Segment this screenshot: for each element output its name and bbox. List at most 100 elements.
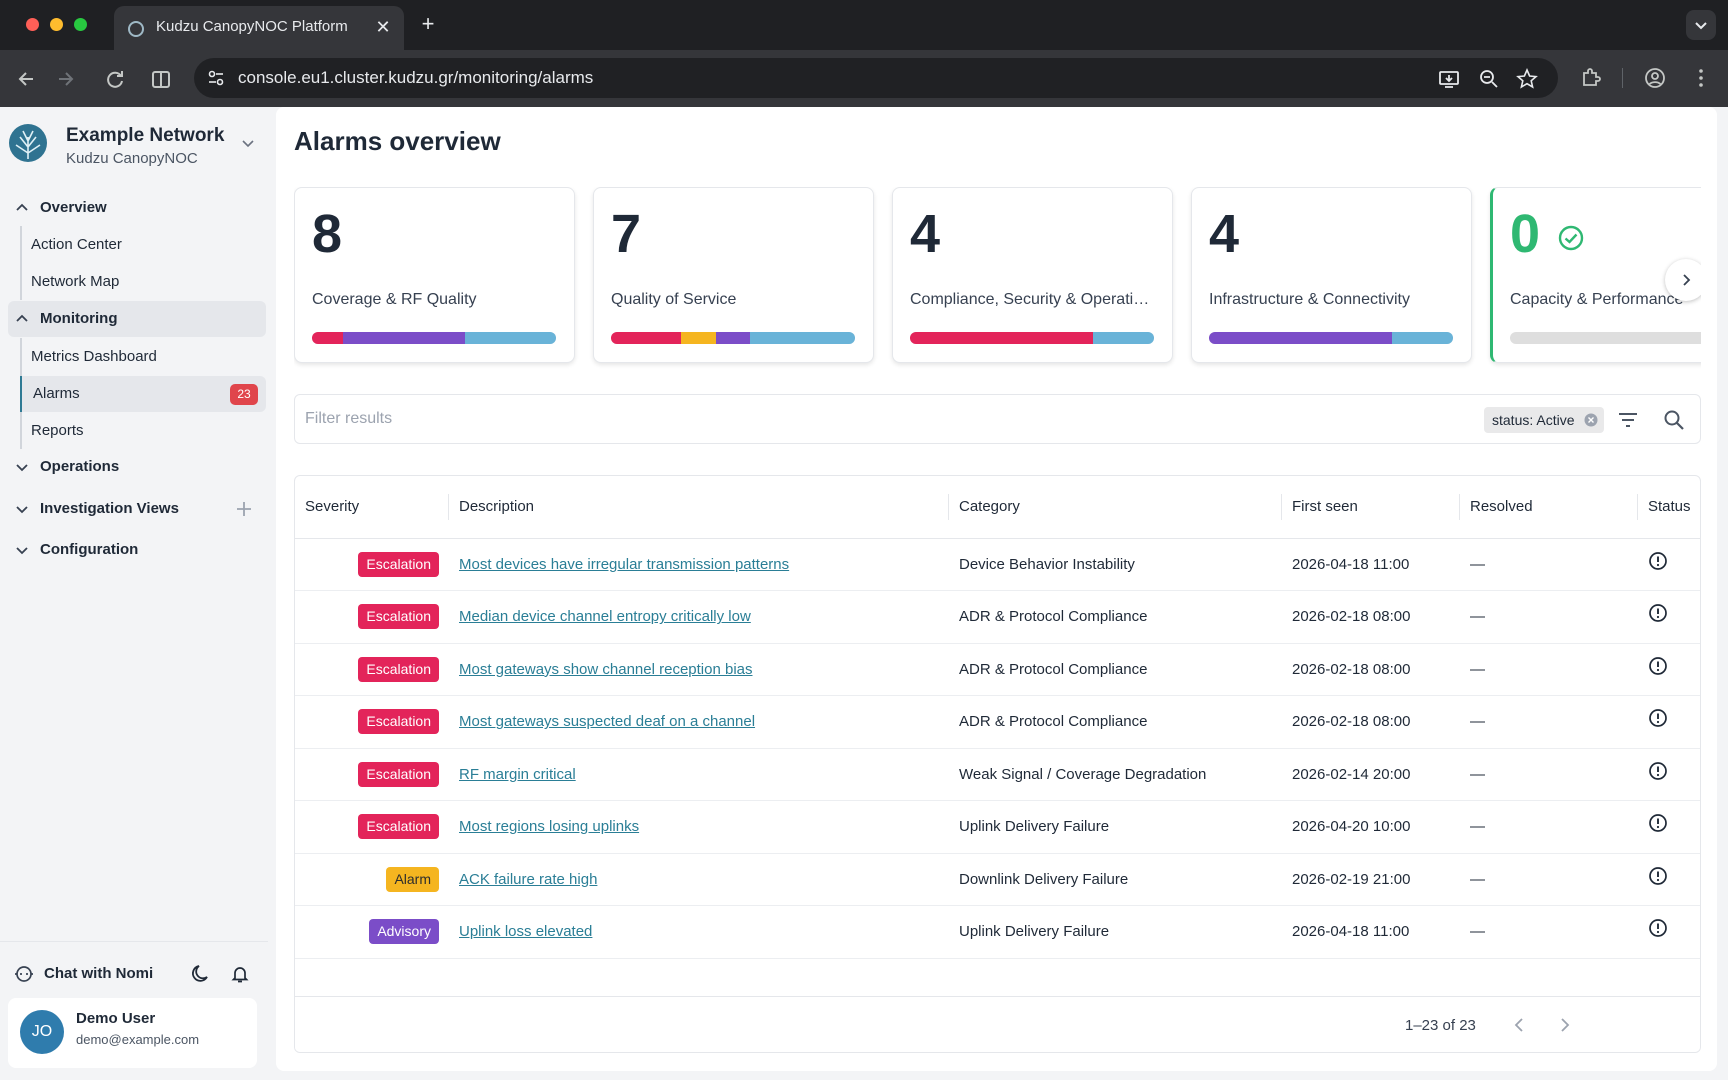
sidebar-item-alarms[interactable]: Alarms 23 xyxy=(20,376,266,412)
page-title: Alarms overview xyxy=(294,126,501,156)
table-row[interactable]: Escalation Most gateways show channel rec… xyxy=(295,643,1700,696)
plus-icon[interactable] xyxy=(234,499,254,519)
site-settings-icon[interactable] xyxy=(206,68,226,88)
address-bar[interactable]: console.eu1.cluster.kudzu.gr/monitoring/… xyxy=(194,58,1558,98)
alarm-description-link[interactable]: RF margin critical xyxy=(459,765,576,783)
column-header-resolved[interactable]: Resolved xyxy=(1460,476,1638,539)
table-row[interactable]: Escalation Most gateways suspected deaf o… xyxy=(295,695,1700,749)
severity-badge: Escalation xyxy=(358,551,439,577)
extensions-icon[interactable] xyxy=(1579,66,1603,90)
severity-bar-segment xyxy=(910,332,1093,344)
severity-bar-segment xyxy=(342,332,465,344)
sidebar-item-metrics-dashboard[interactable]: Metrics Dashboard xyxy=(20,339,266,375)
reload-button[interactable] xyxy=(100,64,130,94)
severity-bar-segment xyxy=(312,332,343,344)
alert-circle-icon xyxy=(1649,866,1667,885)
severity-bar-segment xyxy=(1392,332,1453,344)
nav-section-investigation-views[interactable]: Investigation Views xyxy=(8,491,266,527)
alert-circle-icon xyxy=(1649,551,1667,570)
category-card-qos[interactable]: 7 Quality of Service xyxy=(593,187,874,363)
category-cards: 8 Coverage & RF Quality 7 Quality of Ser… xyxy=(294,187,1701,387)
new-tab-button[interactable]: + xyxy=(421,11,435,36)
severity-badge: Escalation xyxy=(358,709,439,735)
status-filter-chip[interactable]: status: Active xyxy=(1484,407,1605,433)
alarm-description-link[interactable]: Median device channel entropy critically… xyxy=(459,608,751,626)
category-cell: ADR & Protocol Compliance xyxy=(949,643,1282,696)
alarm-description-link[interactable]: Most regions losing uplinks xyxy=(459,818,640,836)
tab-search-button[interactable] xyxy=(1686,10,1716,40)
column-header-status[interactable]: Status xyxy=(1638,476,1700,539)
alert-circle-icon xyxy=(1649,604,1667,623)
category-cell: Weak Signal / Coverage Degradation xyxy=(949,748,1282,801)
install-app-icon[interactable] xyxy=(1438,68,1460,90)
profile-icon[interactable] xyxy=(1643,66,1667,90)
nav-section-overview[interactable]: Overview xyxy=(8,190,266,226)
zoom-icon[interactable] xyxy=(1478,68,1500,90)
sidebar-item-network-map[interactable]: Network Map xyxy=(20,264,266,300)
category-card-coverage[interactable]: 8 Coverage & RF Quality xyxy=(294,187,575,363)
cards-scroll-next-button[interactable] xyxy=(1665,259,1701,301)
moon-icon[interactable] xyxy=(190,963,212,985)
alarm-description-link[interactable]: Most gateways show channel reception bia… xyxy=(459,660,753,678)
alarm-description-link[interactable]: Most gateways suspected deaf on a channe… xyxy=(459,713,756,731)
filter-icon[interactable] xyxy=(1617,409,1639,431)
table-row[interactable]: Escalation Median device channel entropy … xyxy=(295,590,1700,644)
category-cell: Uplink Delivery Failure xyxy=(949,800,1282,854)
nav-section-operations[interactable]: Operations xyxy=(8,449,266,485)
first-seen-cell: 2026-02-14 20:00 xyxy=(1282,748,1460,801)
alarm-description-link[interactable]: ACK failure rate high xyxy=(459,870,598,888)
kebab-menu-icon[interactable] xyxy=(1689,66,1713,90)
card-label: Compliance, Security & Operations xyxy=(910,291,1154,308)
user-card[interactable]: JO Demo User demo@example.com xyxy=(8,998,257,1068)
back-button[interactable] xyxy=(12,64,42,94)
browser-tab[interactable]: Kudzu CanopyNOC Platform ✕ xyxy=(114,6,404,50)
window-minimize-button[interactable] xyxy=(50,18,63,31)
severity-cell: Advisory xyxy=(295,905,449,959)
table-row[interactable]: Alarm ACK failure rate high Downlink Deliv… xyxy=(295,853,1700,906)
table-row[interactable]: Advisory Uplink loss elevated Uplink Deliv… xyxy=(295,905,1700,959)
chevron-right-icon[interactable] xyxy=(1554,1015,1574,1035)
nav-section-label: Configuration xyxy=(40,541,139,558)
column-header-first-seen[interactable]: First seen xyxy=(1282,476,1460,539)
window-maximize-button[interactable] xyxy=(74,18,87,31)
bookmark-star-icon[interactable] xyxy=(1516,68,1538,90)
severity-badge: Escalation xyxy=(358,761,439,787)
category-card-infrastructure[interactable]: 4 Infrastructure & Connectivity xyxy=(1191,187,1472,363)
severity-cell: Escalation xyxy=(295,590,449,644)
forward-button[interactable] xyxy=(50,64,80,94)
alarm-description-link[interactable]: Uplink loss elevated xyxy=(459,923,593,941)
nav-section-monitoring[interactable]: Monitoring xyxy=(8,301,266,337)
chat-with-nomi-button[interactable]: Chat with Nomi xyxy=(44,965,154,982)
table-row[interactable]: Escalation Most devices have irregular tr… xyxy=(295,538,1700,591)
severity-bar xyxy=(1209,332,1453,344)
split-view-button[interactable] xyxy=(146,64,176,94)
nav-section-configuration[interactable]: Configuration xyxy=(8,532,266,568)
alarm-description-link[interactable]: Most devices have irregular transmission… xyxy=(459,555,790,573)
card-count: 4 xyxy=(910,204,941,264)
category-card-compliance[interactable]: 4 Compliance, Security & Operations xyxy=(892,187,1173,363)
chevron-down-icon xyxy=(16,464,28,472)
table-row[interactable]: Escalation RF margin critical Weak Signal … xyxy=(295,748,1700,801)
sidebar-item-action-center[interactable]: Action Center xyxy=(20,227,266,263)
bell-icon[interactable] xyxy=(230,964,250,984)
sidebar-item-label: Action Center xyxy=(31,236,122,253)
column-header-category[interactable]: Category xyxy=(949,476,1282,539)
org-switcher[interactable]: Example Network Kudzu CanopyNOC xyxy=(8,123,264,171)
chevron-left-icon[interactable] xyxy=(1510,1015,1530,1035)
search-icon[interactable] xyxy=(1662,408,1686,432)
first-seen-cell: 2026-04-18 11:00 xyxy=(1282,905,1460,959)
column-header-severity[interactable]: Severity xyxy=(295,476,449,539)
sidebar-item-reports[interactable]: Reports xyxy=(20,413,266,449)
check-circle-icon xyxy=(1558,225,1584,251)
table-row[interactable]: Escalation Most regions losing uplinks Upl… xyxy=(295,800,1700,854)
column-header-description[interactable]: Description xyxy=(449,476,949,539)
severity-cell: Escalation xyxy=(295,748,449,801)
tab-close-icon[interactable]: ✕ xyxy=(375,17,391,37)
window-close-button[interactable] xyxy=(26,18,39,31)
chevron-down-icon xyxy=(16,547,28,555)
card-count: 4 xyxy=(1209,204,1240,264)
filter-input[interactable] xyxy=(296,396,1336,442)
remove-chip-icon[interactable] xyxy=(1584,413,1598,427)
chevron-up-icon xyxy=(16,314,28,322)
alarms-count-badge: 23 xyxy=(230,384,258,405)
